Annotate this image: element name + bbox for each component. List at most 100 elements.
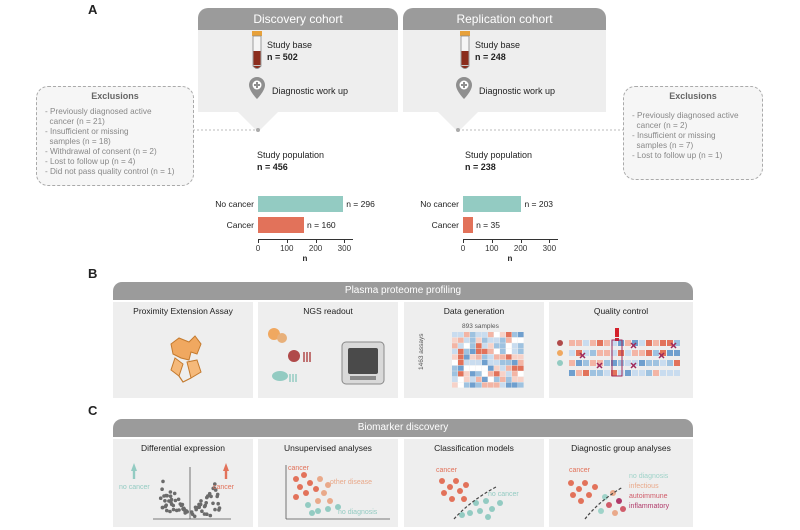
qc-cell bbox=[597, 360, 603, 366]
bar bbox=[258, 217, 305, 233]
heatmap-cell bbox=[482, 337, 488, 343]
heatmap-cell bbox=[518, 348, 524, 354]
x-tick-label: 300 bbox=[542, 244, 557, 253]
qc-cell bbox=[646, 370, 652, 376]
dg-label-autoimmune: autoimmune bbox=[629, 493, 668, 500]
heatmap-cell bbox=[518, 382, 524, 388]
heatmap-cell bbox=[476, 354, 482, 360]
cluster-point bbox=[301, 472, 307, 478]
cluster-point bbox=[315, 498, 321, 504]
group-point bbox=[620, 506, 626, 512]
qc-cell bbox=[653, 350, 659, 356]
reject-cross-icon bbox=[630, 362, 637, 369]
quality-control-icon bbox=[557, 328, 680, 377]
qc-cell bbox=[618, 370, 624, 376]
cluster-point bbox=[307, 480, 313, 486]
heatmap-cell bbox=[452, 360, 458, 366]
decision-boundary bbox=[453, 486, 497, 520]
qc-cell bbox=[583, 350, 589, 356]
heatmap-cell bbox=[470, 354, 476, 360]
cluster-point bbox=[313, 486, 319, 492]
heatmap-cell bbox=[488, 365, 494, 371]
step-title: Data generation bbox=[443, 306, 505, 316]
qc-cell bbox=[611, 350, 617, 356]
cancer-label: cancer bbox=[213, 484, 235, 491]
heatmap-cell bbox=[464, 360, 470, 366]
exclusions-right-list: - Previously diagnosed active cancer (n … bbox=[632, 111, 739, 161]
heatmap-cell bbox=[482, 371, 488, 377]
heatmap-cell bbox=[506, 348, 512, 354]
volcano-plot-icon bbox=[131, 463, 231, 520]
step-title: Diagnostic group analyses bbox=[571, 443, 671, 453]
cluster-point bbox=[325, 482, 331, 488]
class-point bbox=[457, 488, 463, 494]
volcano-point bbox=[217, 508, 221, 512]
qc-cell bbox=[639, 360, 645, 366]
ngs-icon bbox=[268, 328, 385, 385]
bar-category-label: No cancer bbox=[420, 199, 459, 209]
heatmap-cell bbox=[500, 371, 506, 377]
volcano-point bbox=[165, 493, 169, 498]
heatmap-cell bbox=[452, 354, 458, 360]
class-point bbox=[449, 496, 455, 502]
heatmap-cell bbox=[512, 354, 518, 360]
heatmap-cell bbox=[476, 332, 482, 338]
ua-other-label: other disease bbox=[330, 479, 373, 486]
heatmap-cell bbox=[482, 343, 488, 349]
qc-cell bbox=[618, 360, 624, 366]
exclusion-item: - Withdrawal of consent (n = 2) bbox=[45, 147, 157, 156]
heatmap-cell bbox=[452, 343, 458, 349]
heatmap-cell bbox=[488, 348, 494, 354]
cluster-point bbox=[321, 490, 327, 496]
exclusion-item: - Did not pass quality control (n = 1) bbox=[45, 167, 175, 176]
volcano-point bbox=[197, 505, 201, 510]
volcano-point bbox=[158, 496, 163, 500]
x-tick-label: 200 bbox=[513, 244, 528, 253]
heatmap-cell bbox=[512, 382, 518, 388]
exclusion-item: cancer (n = 21) bbox=[45, 117, 105, 126]
step-title: Proximity Extension Assay bbox=[133, 306, 233, 316]
x-tick-label: 100 bbox=[280, 244, 294, 253]
heatmap-cell bbox=[500, 348, 506, 354]
heatmap-cell bbox=[494, 371, 500, 377]
heatmap-cell bbox=[512, 337, 518, 343]
replication-population-n: n = 238 bbox=[465, 162, 496, 172]
heatmap-cell bbox=[482, 360, 488, 366]
heatmap-cell bbox=[500, 365, 506, 371]
volcano-point bbox=[211, 501, 215, 506]
cluster-point bbox=[293, 494, 299, 500]
qc-cell bbox=[646, 350, 652, 356]
blood-tube-icon bbox=[458, 31, 472, 74]
x-axis-label: n bbox=[302, 254, 308, 263]
cluster-point bbox=[315, 508, 321, 514]
qc-cell bbox=[583, 340, 589, 346]
qc-cell bbox=[597, 340, 603, 346]
cm-no-cancer-label: no cancer bbox=[488, 491, 519, 498]
discovery-study-base: Study base bbox=[267, 40, 313, 50]
heatmap-cell bbox=[506, 360, 512, 366]
qc-cell bbox=[583, 360, 589, 366]
ua-cancer-label: cancer bbox=[288, 465, 310, 472]
up-arrow-icon bbox=[131, 463, 137, 471]
qc-cell bbox=[674, 350, 680, 356]
heatmap-cell bbox=[500, 382, 506, 388]
heatmap-cell bbox=[518, 376, 524, 382]
dg-cancer-label: cancer bbox=[569, 467, 591, 474]
heatmap-cell bbox=[494, 332, 500, 338]
class-point bbox=[489, 506, 495, 512]
x-axis bbox=[463, 239, 558, 240]
exclusion-item: samples (n = 18) bbox=[45, 137, 111, 146]
volcano-point bbox=[207, 491, 212, 496]
x-tick bbox=[315, 240, 317, 243]
panel-letter-b: B bbox=[88, 266, 98, 281]
no-cancer-label: no cancer bbox=[119, 484, 150, 491]
qc-cell bbox=[611, 340, 617, 346]
heatmap-cell bbox=[494, 348, 500, 354]
heatmap-cell bbox=[482, 354, 488, 360]
heatmap-cell bbox=[458, 337, 464, 343]
exclusions-left-box: Exclusions - Previously diagnosed active… bbox=[36, 86, 194, 186]
heatmap-cell bbox=[464, 376, 470, 382]
heatmap-cell bbox=[500, 376, 506, 382]
qc-cell bbox=[653, 370, 659, 376]
class-point bbox=[483, 498, 489, 504]
